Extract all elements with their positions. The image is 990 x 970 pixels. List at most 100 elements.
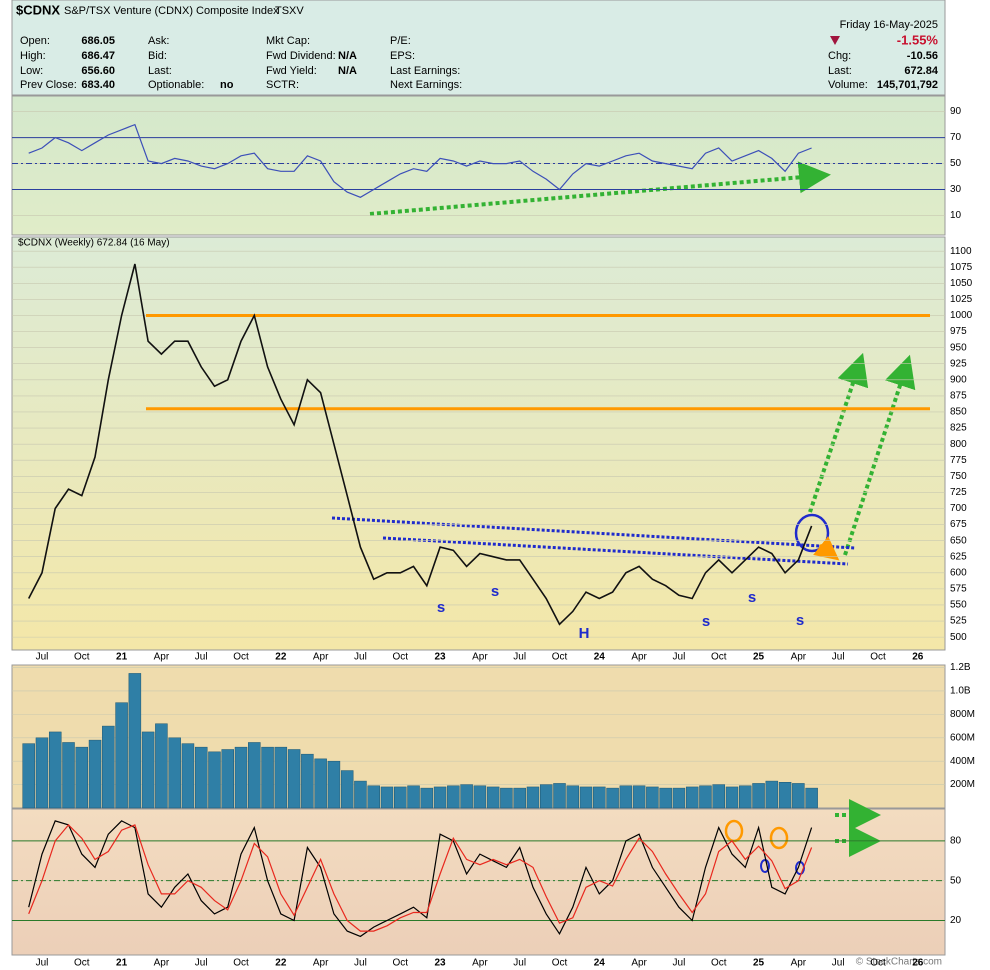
y-tick-label: 90 — [950, 106, 962, 117]
high-circle — [769, 826, 789, 850]
volume-bar — [354, 780, 367, 809]
y-tick-label: 925 — [950, 358, 967, 369]
x-tick-label: Apr — [631, 958, 647, 969]
x-tick-label: Oct — [552, 958, 568, 969]
price-panel — [11, 236, 946, 651]
y-tick-label: 1050 — [950, 278, 973, 289]
x-tick-label: Oct — [711, 958, 727, 969]
y-tick-label: 1100 — [950, 246, 972, 257]
field-label: Last Earnings: — [390, 65, 460, 77]
x-tick-label: Oct — [870, 958, 886, 969]
volume-bar — [194, 746, 208, 809]
volume-bar — [566, 785, 580, 809]
volume-bar — [75, 746, 89, 809]
volume-bar — [367, 785, 380, 809]
x-tick-label: 22 — [275, 958, 287, 969]
series-line — [28, 123, 812, 198]
volume-bar — [712, 784, 725, 809]
y-tick-label: 875 — [950, 391, 967, 402]
x-tick-label: Oct — [233, 652, 249, 663]
volume-bar — [115, 702, 128, 809]
field-value: 683.40 — [81, 79, 115, 91]
x-tick-label: 24 — [594, 652, 606, 663]
y-tick-label: 500 — [950, 632, 967, 643]
field-value: N/A — [338, 50, 357, 62]
series-line — [27, 263, 813, 626]
date: Friday 16-May-2025 — [840, 19, 938, 31]
x-tick-label: Apr — [631, 652, 647, 663]
x-tick-label: Oct — [392, 958, 408, 969]
y-tick-label: 50 — [950, 158, 962, 169]
quote-label: Chg: — [828, 50, 851, 62]
volume-bar — [394, 786, 407, 809]
volume-bar — [526, 786, 540, 809]
y-tick-label: 800 — [950, 439, 967, 450]
down-triangle — [830, 36, 840, 45]
y-tick-label: 950 — [950, 342, 967, 353]
lower-trendline — [382, 536, 849, 566]
volume-bar — [141, 731, 155, 809]
y-tick-label: 1000 — [950, 310, 973, 321]
y-tick-label: 575 — [950, 584, 967, 595]
x-tick-label: 22 — [275, 652, 287, 663]
quote-value: 145,701,792 — [877, 79, 938, 91]
volume-bar — [752, 783, 765, 809]
pattern-label: s — [748, 589, 756, 606]
volume-bar — [274, 746, 288, 809]
change-pct: -1.55% — [897, 32, 939, 47]
volume-bar — [62, 742, 75, 809]
y-tick-label: 700 — [950, 503, 967, 514]
breakout-circle — [794, 513, 830, 553]
y-tick-label: 80 — [950, 835, 962, 846]
volume-bar — [699, 785, 712, 809]
field-label: Bid: — [148, 50, 167, 62]
volume-bar — [88, 739, 102, 809]
field-label: P/E: — [390, 35, 411, 47]
field-label: Fwd Yield: — [266, 65, 317, 77]
volume-bar — [327, 760, 341, 809]
y-tick-label: 650 — [950, 535, 967, 546]
volume-bar — [513, 787, 526, 809]
y-tick-label: 600 — [950, 567, 967, 578]
quote-label: Volume: — [828, 79, 868, 91]
volume-bar — [102, 725, 115, 809]
x-tick-label: Jul — [832, 958, 845, 969]
volume-bar — [181, 743, 195, 809]
x-tick-label: Jul — [832, 652, 845, 663]
pullback-arrow — [813, 536, 840, 561]
x-tick-label: 26 — [912, 958, 924, 969]
field-label: Last: — [148, 65, 172, 77]
field-label: High: — [20, 50, 46, 62]
y-tick-label: 750 — [950, 471, 967, 482]
volume-bar — [234, 746, 248, 809]
title: S&P/TSX Venture (CDNX) Composite Index — [64, 5, 279, 17]
field-label: EPS: — [390, 50, 415, 62]
volume-bar — [48, 731, 62, 809]
volume-bar — [22, 743, 35, 809]
volume-bar — [632, 785, 646, 809]
volume-bar — [221, 749, 234, 809]
volume-bar — [539, 784, 553, 809]
y-tick-label: 1025 — [950, 294, 973, 305]
stoch-panel — [11, 808, 946, 956]
field-value: no — [220, 79, 234, 91]
volume-bar — [805, 787, 818, 809]
volume-bar — [407, 785, 420, 809]
x-tick-label: Oct — [552, 652, 568, 663]
x-tick-label: 25 — [753, 958, 765, 969]
x-tick-label: Apr — [313, 652, 329, 663]
rsi-trend-arrow — [369, 161, 831, 216]
volume-bar — [208, 751, 221, 809]
volume-bar — [606, 787, 619, 809]
volume-bar — [261, 746, 274, 809]
x-tick-label: Apr — [154, 958, 170, 969]
y-tick-label: 850 — [950, 407, 967, 418]
volume-bar — [619, 785, 633, 809]
y-tick-label: 200M — [950, 779, 975, 790]
x-tick-label: Jul — [195, 652, 208, 663]
volume-bar — [340, 770, 354, 809]
pattern-label: H — [579, 625, 590, 642]
volume-bar — [473, 785, 487, 809]
volume-bar — [433, 786, 447, 809]
